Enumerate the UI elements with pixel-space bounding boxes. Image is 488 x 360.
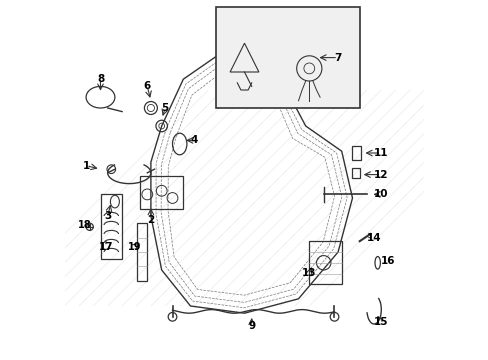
Bar (136, 223, 147, 281)
Text: 11: 11 (373, 148, 388, 158)
Text: 15: 15 (373, 317, 388, 327)
Text: 8: 8 (97, 74, 104, 84)
Text: 5: 5 (162, 103, 168, 113)
Text: 12: 12 (373, 170, 388, 180)
Bar (352, 146, 361, 160)
Bar (140, 176, 183, 209)
Bar (309, 241, 341, 284)
Text: 13: 13 (302, 268, 316, 278)
Text: 4: 4 (190, 135, 197, 145)
Text: 6: 6 (143, 81, 151, 91)
Text: 2: 2 (147, 215, 154, 225)
Text: 9: 9 (247, 321, 255, 331)
Text: 18: 18 (77, 220, 91, 230)
Bar (215, 7, 359, 108)
Text: 3: 3 (104, 211, 111, 221)
Text: 7: 7 (334, 53, 341, 63)
Text: 10: 10 (373, 189, 388, 199)
Text: 19: 19 (128, 242, 141, 252)
Text: 1: 1 (82, 161, 89, 171)
Text: 14: 14 (366, 233, 381, 243)
Bar (101, 194, 122, 259)
Bar (352, 168, 359, 178)
Text: 17: 17 (99, 242, 113, 252)
Text: 16: 16 (381, 256, 395, 266)
